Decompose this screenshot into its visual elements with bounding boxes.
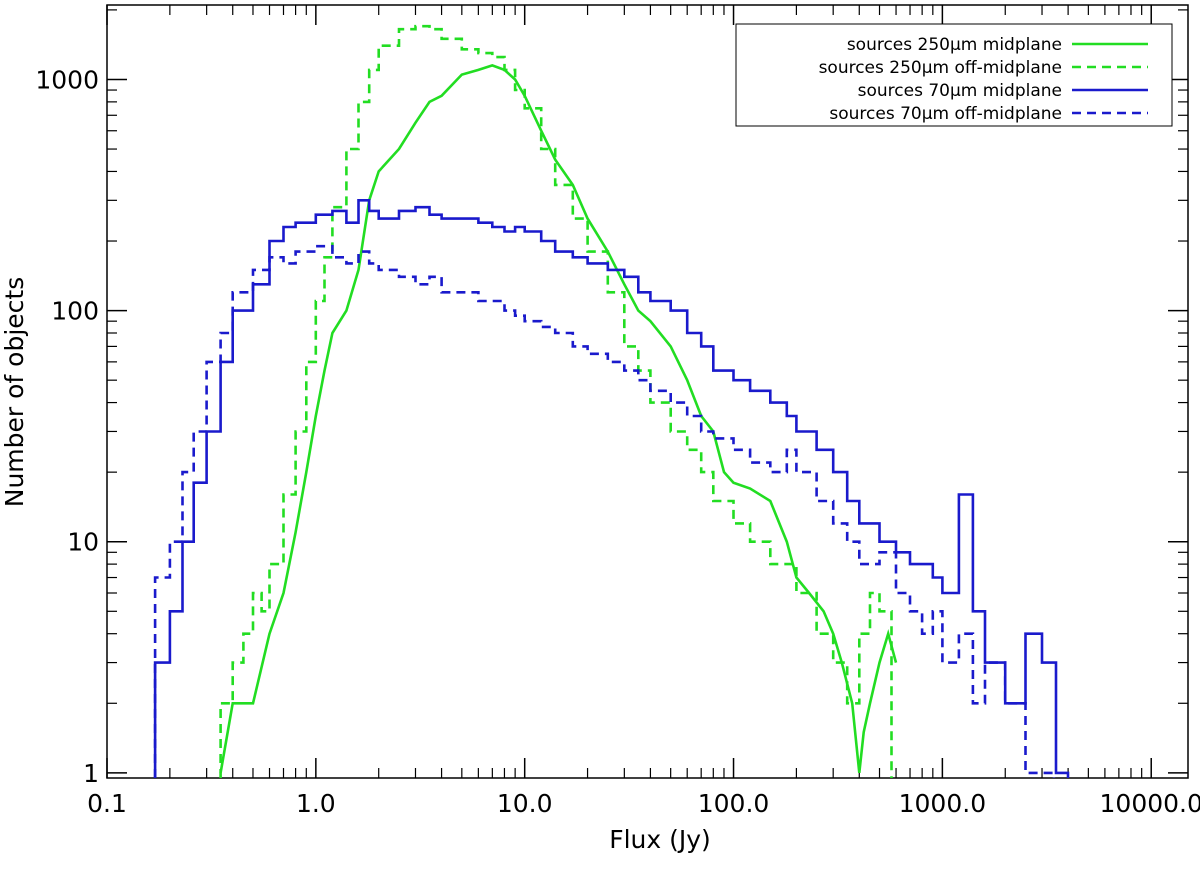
y-tick-label: 10 [67,528,99,557]
x-axis-title: Flux (Jy) [609,825,711,854]
y-tick-label: 1000 [35,65,99,94]
legend-label: sources 70μm off-midplane [829,104,1062,124]
y-tick-label: 100 [51,297,99,326]
legend-label: sources 70μm midplane [858,81,1062,101]
x-tick-label: 0.1 [87,789,127,818]
axis-tick-labels: 0.1 1.0 10.0 100.0 1000.0 10000.0 1 10 100 1000 [35,65,1200,818]
x-tick-label: 1.0 [296,789,336,818]
legend-label: sources 250μm midplane [847,35,1062,55]
y-axis-title: Number of objects [0,277,29,507]
series-line-3 [153,244,1056,778]
series-line-0 [219,64,898,774]
x-tick-label: 100.0 [698,789,770,818]
legend-box [735,23,1173,127]
series-layer [153,24,1070,778]
x-tick-label: 1000.0 [899,789,986,818]
series-line-1 [219,24,893,778]
plot-frame [106,4,1189,779]
axis-ticks [106,5,1188,778]
x-tick-label: 10.0 [497,789,553,818]
x-tick-label: 10000.0 [1100,789,1200,818]
series-line-2 [153,199,1070,778]
y-tick-label: 1 [83,759,99,788]
legend-label: sources 250μm off-midplane [819,58,1062,78]
legend: sources 250μm midplane sources 250μm off-… [735,23,1173,127]
